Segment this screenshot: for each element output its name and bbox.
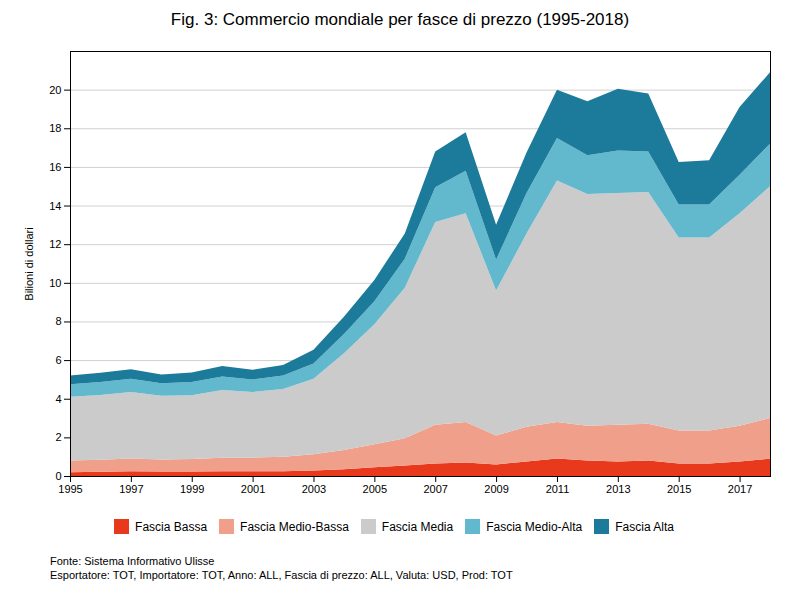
html-text:Fascia Medio-Bassa: Fascia Medio-Bassa — [240, 519, 349, 534]
svg-text:2003: 2003 — [302, 483, 326, 495]
svg-text:Bilioni di dollari: Bilioni di dollari — [23, 227, 35, 300]
svg-text:2011: 2011 — [546, 483, 570, 495]
svg-text:16: 16 — [49, 161, 61, 173]
svg-text:2017: 2017 — [728, 483, 752, 495]
html-text:Fonte: Sistema Informativo Uli: Fonte: Sistema Informativo Ulisse — [50, 555, 215, 567]
svg-text:2013: 2013 — [606, 483, 630, 495]
svg-text:0: 0 — [55, 470, 61, 482]
html-text:Fascia Alta: Fascia Alta — [615, 519, 674, 534]
svg-text:6: 6 — [55, 354, 61, 366]
html-text:Esportatore: TOT, Importatore:: Esportatore: TOT, Importatore: TOT, Anno… — [50, 569, 513, 581]
svg-text:2015: 2015 — [667, 483, 691, 495]
svg-text:8: 8 — [55, 315, 61, 327]
svg-text:10: 10 — [49, 277, 61, 289]
html-text:Fascia Media: Fascia Media — [381, 519, 454, 534]
svg-text:12: 12 — [49, 238, 61, 250]
html-text:Fig. 3: Commercio mondiale per: Fig. 3: Commercio mondiale per fasce di … — [170, 10, 630, 29]
svg-text:20: 20 — [49, 84, 61, 96]
svg-text:2007: 2007 — [423, 483, 447, 495]
svg-text:1995: 1995 — [58, 483, 82, 495]
html-text:Fascia Bassa: Fascia Bassa — [135, 519, 208, 534]
svg-text:4: 4 — [55, 393, 61, 405]
svg-text:2005: 2005 — [363, 483, 387, 495]
svg-text:14: 14 — [49, 200, 61, 212]
svg-text:2: 2 — [55, 431, 61, 443]
svg-text:2009: 2009 — [484, 483, 508, 495]
svg-text:18: 18 — [49, 122, 61, 134]
svg-text:1997: 1997 — [119, 483, 143, 495]
html-text:Fascia Medio-Alta: Fascia Medio-Alta — [486, 519, 583, 534]
svg-text:1999: 1999 — [180, 483, 204, 495]
svg-text:2001: 2001 — [241, 483, 265, 495]
